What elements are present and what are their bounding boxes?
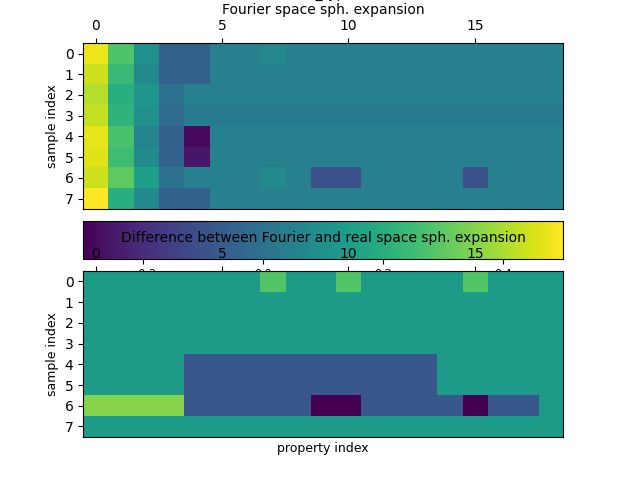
X-axis label: values: values	[303, 284, 344, 297]
Y-axis label: sample index: sample index	[46, 84, 59, 168]
X-axis label: property index: property index	[277, 443, 369, 456]
Y-axis label: sample index: sample index	[46, 312, 59, 396]
Title: center_type=1
Fourier space sph. expansion: center_type=1 Fourier space sph. expansi…	[222, 0, 424, 17]
Title: Difference between Fourier and real space sph. expansion: Difference between Fourier and real spac…	[121, 231, 525, 245]
